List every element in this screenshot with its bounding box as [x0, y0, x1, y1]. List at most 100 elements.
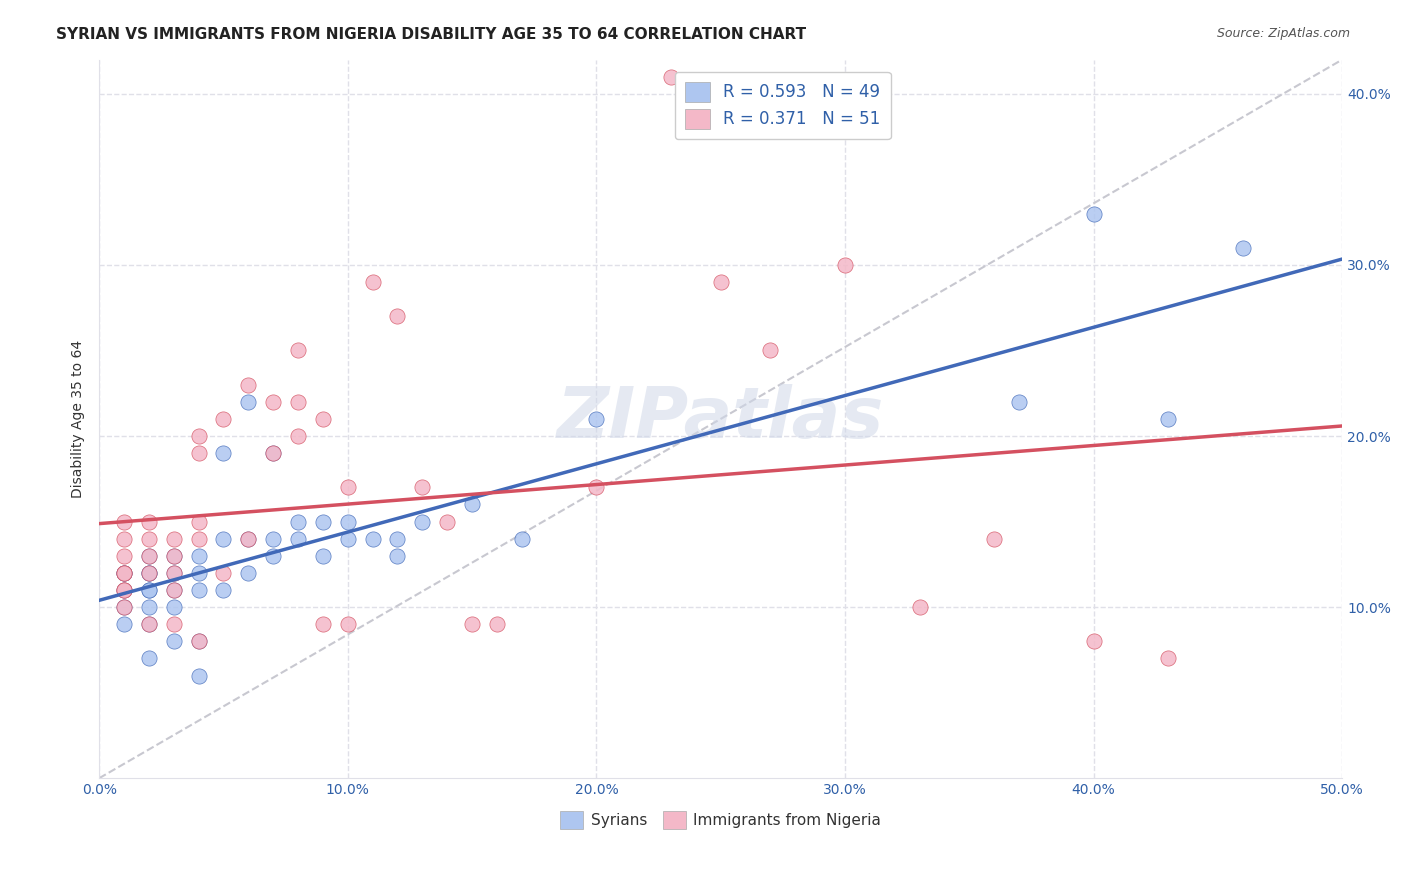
- Text: Source: ZipAtlas.com: Source: ZipAtlas.com: [1216, 27, 1350, 40]
- Point: [112, 566, 135, 580]
- Point: [138, 582, 160, 597]
- Point: [163, 549, 186, 563]
- Point: [163, 532, 186, 546]
- Point: [312, 515, 335, 529]
- Point: [187, 446, 209, 460]
- Point: [312, 412, 335, 426]
- Point: [1157, 651, 1180, 665]
- Point: [262, 446, 284, 460]
- Point: [138, 651, 160, 665]
- Point: [436, 515, 458, 529]
- Point: [411, 480, 433, 494]
- Point: [112, 617, 135, 632]
- Point: [361, 532, 384, 546]
- Point: [212, 532, 235, 546]
- Point: [163, 566, 186, 580]
- Point: [659, 70, 682, 84]
- Point: [1232, 241, 1254, 255]
- Point: [138, 566, 160, 580]
- Point: [187, 566, 209, 580]
- Point: [485, 617, 508, 632]
- Point: [138, 617, 160, 632]
- Point: [138, 566, 160, 580]
- Point: [238, 566, 260, 580]
- Point: [710, 275, 733, 289]
- Point: [585, 480, 607, 494]
- Point: [163, 600, 186, 615]
- Point: [112, 582, 135, 597]
- Point: [163, 566, 186, 580]
- Point: [585, 412, 607, 426]
- Point: [510, 532, 533, 546]
- Point: [112, 566, 135, 580]
- Point: [138, 549, 160, 563]
- Point: [262, 446, 284, 460]
- Point: [187, 532, 209, 546]
- Point: [187, 668, 209, 682]
- Point: [187, 549, 209, 563]
- Point: [759, 343, 782, 358]
- Point: [262, 549, 284, 563]
- Point: [112, 515, 135, 529]
- Point: [212, 566, 235, 580]
- Point: [387, 532, 409, 546]
- Point: [112, 532, 135, 546]
- Point: [187, 429, 209, 443]
- Point: [163, 582, 186, 597]
- Point: [138, 532, 160, 546]
- Point: [312, 549, 335, 563]
- Point: [312, 617, 335, 632]
- Point: [163, 549, 186, 563]
- Point: [187, 634, 209, 648]
- Point: [1083, 206, 1105, 220]
- Point: [287, 343, 309, 358]
- Point: [287, 532, 309, 546]
- Point: [1008, 394, 1031, 409]
- Point: [138, 515, 160, 529]
- Point: [138, 617, 160, 632]
- Point: [163, 617, 186, 632]
- Point: [461, 498, 484, 512]
- Point: [112, 566, 135, 580]
- Point: [187, 515, 209, 529]
- Point: [287, 429, 309, 443]
- Point: [983, 532, 1005, 546]
- Point: [238, 532, 260, 546]
- Point: [138, 582, 160, 597]
- Point: [238, 532, 260, 546]
- Point: [212, 412, 235, 426]
- Point: [112, 600, 135, 615]
- Point: [138, 566, 160, 580]
- Legend: Syrians, Immigrants from Nigeria: Syrians, Immigrants from Nigeria: [554, 805, 887, 835]
- Point: [411, 515, 433, 529]
- Point: [461, 617, 484, 632]
- Y-axis label: Disability Age 35 to 64: Disability Age 35 to 64: [72, 340, 86, 498]
- Point: [262, 394, 284, 409]
- Point: [212, 446, 235, 460]
- Point: [1083, 634, 1105, 648]
- Point: [187, 634, 209, 648]
- Point: [336, 617, 359, 632]
- Point: [834, 258, 856, 272]
- Point: [112, 566, 135, 580]
- Text: ZIPatlas: ZIPatlas: [557, 384, 884, 453]
- Point: [112, 582, 135, 597]
- Point: [163, 634, 186, 648]
- Point: [112, 549, 135, 563]
- Point: [336, 480, 359, 494]
- Point: [336, 532, 359, 546]
- Point: [238, 377, 260, 392]
- Text: SYRIAN VS IMMIGRANTS FROM NIGERIA DISABILITY AGE 35 TO 64 CORRELATION CHART: SYRIAN VS IMMIGRANTS FROM NIGERIA DISABI…: [56, 27, 807, 42]
- Point: [138, 600, 160, 615]
- Point: [212, 582, 235, 597]
- Point: [287, 515, 309, 529]
- Point: [387, 310, 409, 324]
- Point: [1157, 412, 1180, 426]
- Point: [908, 600, 931, 615]
- Point: [163, 582, 186, 597]
- Point: [238, 394, 260, 409]
- Point: [187, 582, 209, 597]
- Point: [112, 582, 135, 597]
- Point: [138, 549, 160, 563]
- Point: [336, 515, 359, 529]
